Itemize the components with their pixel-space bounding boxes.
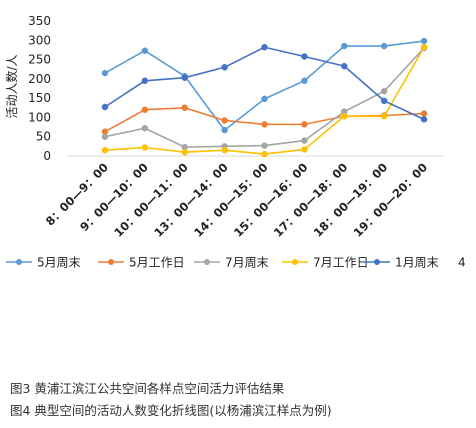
series-line bbox=[104, 106, 425, 133]
legend-swatch-marker bbox=[108, 259, 114, 265]
data-point bbox=[341, 42, 348, 50]
data-point bbox=[101, 133, 109, 140]
y-tick-label: 350 bbox=[28, 14, 51, 28]
data-point bbox=[301, 77, 308, 85]
data-point bbox=[341, 113, 348, 120]
data-point bbox=[261, 150, 268, 158]
data-point bbox=[261, 43, 268, 51]
x-tick-label: 17：00—18：00 bbox=[271, 160, 351, 240]
y-tick-label: 200 bbox=[28, 72, 51, 86]
data-point bbox=[221, 64, 228, 71]
y-axis-ticks: 0 50 100 150 200 250 300 350 bbox=[28, 14, 51, 163]
y-tick-label: 100 bbox=[28, 110, 51, 124]
data-point bbox=[221, 126, 228, 134]
legend-swatch-marker bbox=[374, 259, 380, 265]
legend-item: 7月周末 bbox=[194, 256, 269, 270]
x-tick-label: 14：00—15：00 bbox=[191, 160, 271, 240]
data-point bbox=[141, 47, 149, 54]
data-point bbox=[380, 87, 388, 95]
data-point bbox=[341, 62, 348, 70]
y-tick-label: 150 bbox=[28, 91, 51, 105]
data-point bbox=[380, 97, 388, 105]
x-tick-label: 13：00—14：00 bbox=[151, 160, 231, 240]
data-point bbox=[301, 137, 308, 144]
legend-trailing-text: 4 bbox=[458, 256, 466, 270]
data-point bbox=[301, 53, 308, 60]
legend-label: 7月周末 bbox=[225, 256, 269, 270]
data-point bbox=[420, 110, 428, 117]
y-tick-label: 0 bbox=[43, 149, 51, 163]
line-chart: 0 50 100 150 200 250 300 350 8：00—9：009：00—10：0… bbox=[4, 14, 466, 270]
legend: 5月周末 5月工作日 7月周末 7月工作日 1月周末 4 bbox=[6, 256, 466, 270]
data-point bbox=[181, 148, 188, 156]
legend-item: 1月周末 bbox=[364, 256, 439, 270]
legend-swatch-marker bbox=[204, 259, 210, 265]
data-point bbox=[221, 146, 228, 154]
y-axis-title: 活动人数/人 bbox=[4, 54, 19, 118]
data-point bbox=[101, 69, 109, 77]
data-point bbox=[101, 103, 109, 111]
legend-item: 5月工作日 bbox=[98, 256, 185, 270]
x-tick-label: 18：00—19：00 bbox=[311, 160, 391, 240]
data-point bbox=[380, 113, 388, 120]
data-point bbox=[261, 121, 268, 128]
figure-caption-4: 图4 典型空间的活动人数变化折线图(以杨浦滨江样点为例) bbox=[10, 403, 332, 418]
legend-label: 5月工作日 bbox=[129, 256, 185, 270]
x-tick-label: 10：00—11：00 bbox=[111, 160, 191, 240]
data-point bbox=[181, 104, 188, 112]
figure-caption-3: 图3 黄浦江滨江公共空间各样点空间活力评估结果 bbox=[10, 381, 285, 396]
data-point bbox=[141, 106, 149, 113]
data-point bbox=[141, 144, 149, 151]
x-axis-ticks: 8：00—9：009：00—10：0010：00—11：0013：00—14：0… bbox=[43, 160, 430, 240]
legend-label: 7月工作日 bbox=[313, 256, 369, 270]
legend-swatch-marker bbox=[16, 259, 22, 265]
y-tick-label: 250 bbox=[28, 53, 51, 67]
data-point bbox=[301, 146, 308, 153]
data-point bbox=[141, 124, 149, 132]
data-point bbox=[261, 95, 268, 103]
data-point bbox=[141, 77, 149, 85]
data-point bbox=[420, 43, 428, 51]
x-tick-label: 19：00—20：00 bbox=[351, 160, 431, 240]
legend-item: 7月工作日 bbox=[282, 256, 369, 270]
data-point bbox=[420, 116, 428, 123]
y-tick-label: 300 bbox=[28, 33, 51, 47]
data-point bbox=[101, 146, 109, 154]
data-point bbox=[261, 142, 268, 149]
series-points bbox=[101, 37, 428, 158]
data-point bbox=[420, 37, 428, 45]
legend-label: 1月周末 bbox=[395, 256, 439, 270]
data-point bbox=[380, 42, 388, 50]
legend-label: 5月周末 bbox=[37, 256, 81, 270]
y-tick-label: 50 bbox=[36, 130, 51, 144]
legend-swatch-marker bbox=[292, 259, 298, 265]
data-point bbox=[221, 117, 228, 124]
legend-item: 5月周末 bbox=[6, 256, 81, 270]
x-tick-label: 15：00—16：00 bbox=[231, 160, 311, 240]
data-point bbox=[301, 121, 308, 128]
data-point bbox=[181, 74, 188, 81]
x-tick-label: 9：00—10：00 bbox=[77, 160, 151, 234]
